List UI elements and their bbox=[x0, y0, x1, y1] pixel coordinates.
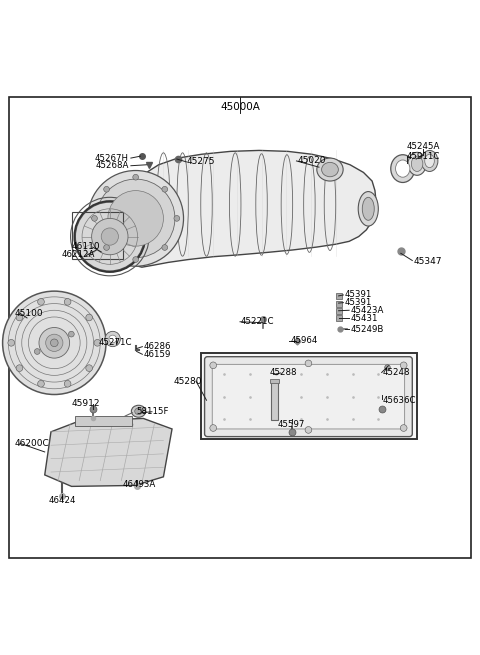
Text: 45636C: 45636C bbox=[383, 396, 416, 405]
Circle shape bbox=[210, 424, 216, 432]
Ellipse shape bbox=[408, 153, 426, 176]
Circle shape bbox=[133, 257, 139, 263]
Text: 45911C: 45911C bbox=[407, 152, 440, 160]
Text: 45020: 45020 bbox=[298, 157, 326, 166]
Text: 45423A: 45423A bbox=[350, 307, 384, 315]
Circle shape bbox=[35, 348, 40, 354]
Ellipse shape bbox=[135, 408, 143, 415]
Ellipse shape bbox=[322, 162, 338, 177]
Text: 45268A: 45268A bbox=[96, 161, 129, 170]
Circle shape bbox=[400, 362, 407, 369]
Text: 45280: 45280 bbox=[174, 377, 203, 386]
Circle shape bbox=[305, 426, 312, 433]
Circle shape bbox=[162, 187, 168, 192]
Circle shape bbox=[16, 314, 23, 321]
Circle shape bbox=[104, 187, 109, 192]
Circle shape bbox=[133, 174, 139, 180]
Circle shape bbox=[94, 339, 101, 346]
Text: 46286: 46286 bbox=[144, 342, 171, 351]
Ellipse shape bbox=[421, 151, 438, 172]
Circle shape bbox=[92, 218, 128, 255]
Text: 45100: 45100 bbox=[14, 309, 43, 318]
Circle shape bbox=[2, 291, 106, 394]
Polygon shape bbox=[45, 419, 172, 487]
Circle shape bbox=[8, 339, 14, 346]
Text: 46493A: 46493A bbox=[123, 480, 156, 489]
Text: 46159: 46159 bbox=[144, 350, 171, 359]
Text: 46424: 46424 bbox=[48, 496, 76, 505]
Circle shape bbox=[37, 381, 44, 387]
Bar bbox=[75, 416, 132, 426]
Circle shape bbox=[37, 299, 44, 305]
Circle shape bbox=[108, 191, 163, 246]
Text: 45912: 45912 bbox=[72, 399, 100, 407]
Circle shape bbox=[101, 228, 119, 245]
Circle shape bbox=[86, 314, 93, 321]
Circle shape bbox=[64, 381, 71, 387]
Text: 45221C: 45221C bbox=[241, 317, 275, 326]
Text: 45391: 45391 bbox=[344, 290, 372, 299]
Ellipse shape bbox=[391, 155, 415, 183]
Circle shape bbox=[39, 328, 70, 358]
Text: 45597: 45597 bbox=[278, 420, 305, 428]
Text: 46212A: 46212A bbox=[61, 250, 95, 259]
Text: 45000A: 45000A bbox=[220, 102, 260, 113]
Text: 46110: 46110 bbox=[72, 242, 100, 251]
Circle shape bbox=[104, 244, 109, 250]
Ellipse shape bbox=[132, 405, 146, 417]
FancyBboxPatch shape bbox=[212, 364, 405, 429]
Circle shape bbox=[64, 299, 71, 305]
Text: 45964: 45964 bbox=[290, 337, 318, 345]
Ellipse shape bbox=[425, 154, 434, 168]
Circle shape bbox=[400, 424, 407, 432]
Text: 45431: 45431 bbox=[350, 314, 378, 324]
Circle shape bbox=[50, 339, 58, 346]
Text: 45347: 45347 bbox=[413, 257, 442, 266]
Circle shape bbox=[16, 365, 23, 371]
FancyBboxPatch shape bbox=[204, 357, 412, 437]
Circle shape bbox=[88, 170, 183, 266]
Circle shape bbox=[162, 244, 168, 250]
Polygon shape bbox=[123, 151, 376, 267]
Circle shape bbox=[46, 334, 63, 352]
Text: 58115F: 58115F bbox=[137, 407, 169, 416]
Circle shape bbox=[86, 365, 93, 371]
Circle shape bbox=[92, 215, 97, 221]
Ellipse shape bbox=[411, 156, 423, 172]
Bar bbox=[271, 382, 278, 421]
Ellipse shape bbox=[317, 158, 343, 181]
Text: 45391: 45391 bbox=[344, 298, 372, 307]
Text: 45267H: 45267H bbox=[95, 153, 129, 162]
Ellipse shape bbox=[358, 191, 378, 226]
Circle shape bbox=[69, 331, 74, 337]
Text: 46200C: 46200C bbox=[14, 439, 49, 448]
Text: 45275: 45275 bbox=[186, 157, 215, 166]
Circle shape bbox=[109, 335, 117, 343]
Text: 45271C: 45271C bbox=[99, 339, 132, 347]
Text: 45245A: 45245A bbox=[406, 142, 440, 151]
Text: 45249B: 45249B bbox=[350, 326, 384, 335]
Circle shape bbox=[75, 202, 144, 271]
Ellipse shape bbox=[362, 197, 374, 220]
Circle shape bbox=[210, 362, 216, 369]
Bar bbox=[201, 353, 417, 439]
Circle shape bbox=[174, 215, 180, 221]
Bar bbox=[72, 212, 123, 259]
Ellipse shape bbox=[396, 160, 410, 178]
Circle shape bbox=[305, 360, 312, 367]
Bar bbox=[270, 379, 279, 383]
Circle shape bbox=[105, 331, 120, 346]
Text: 45248: 45248 bbox=[383, 369, 410, 377]
Text: 45288: 45288 bbox=[269, 369, 297, 377]
Circle shape bbox=[96, 179, 175, 257]
